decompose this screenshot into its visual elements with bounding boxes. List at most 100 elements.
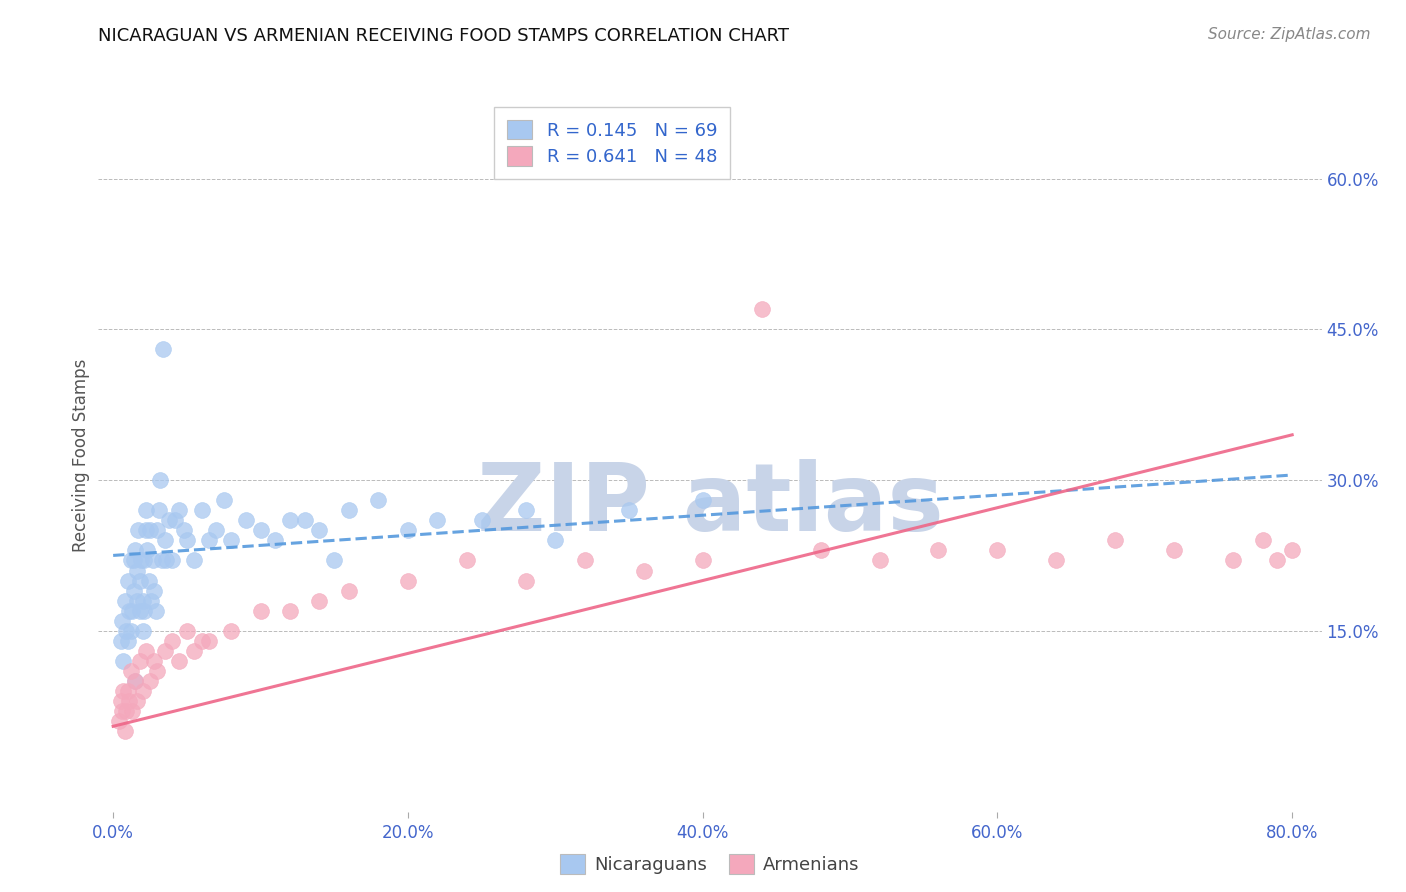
Point — [1163, 543, 1185, 558]
Point — [146, 664, 169, 678]
Point — [132, 604, 155, 618]
Point — [471, 513, 494, 527]
Point — [141, 593, 163, 607]
Point — [396, 574, 419, 588]
Point — [169, 654, 191, 668]
Point — [118, 694, 141, 708]
Point — [124, 543, 146, 558]
Point — [617, 503, 640, 517]
Point — [308, 593, 330, 607]
Point — [249, 524, 271, 538]
Point — [117, 633, 139, 648]
Point — [155, 553, 177, 567]
Point — [219, 624, 242, 638]
Point — [751, 302, 773, 317]
Point — [143, 583, 166, 598]
Point — [367, 493, 389, 508]
Point — [114, 724, 136, 739]
Point — [125, 694, 148, 708]
Point — [121, 704, 143, 718]
Y-axis label: Receiving Food Stamps: Receiving Food Stamps — [72, 359, 90, 551]
Point — [1104, 533, 1126, 548]
Point — [456, 553, 478, 567]
Point — [927, 543, 949, 558]
Point — [160, 633, 183, 648]
Point — [169, 503, 191, 517]
Point — [426, 513, 449, 527]
Point — [1045, 553, 1067, 567]
Point — [692, 493, 714, 508]
Legend: Nicaraguans, Armenians: Nicaraguans, Armenians — [553, 847, 868, 881]
Point — [132, 553, 155, 567]
Point — [176, 533, 198, 548]
Point — [153, 644, 176, 658]
Point — [544, 533, 567, 548]
Point — [198, 633, 221, 648]
Point — [131, 624, 153, 638]
Point — [183, 644, 205, 658]
Point — [1251, 533, 1274, 548]
Point — [128, 574, 150, 588]
Point — [150, 553, 173, 567]
Point — [131, 684, 153, 698]
Point — [153, 533, 176, 548]
Point — [198, 533, 221, 548]
Point — [152, 343, 174, 357]
Point — [129, 553, 152, 567]
Point — [131, 593, 153, 607]
Point — [692, 553, 714, 567]
Point — [212, 493, 235, 508]
Point — [183, 553, 205, 567]
Point — [515, 503, 537, 517]
Text: NICARAGUAN VS ARMENIAN RECEIVING FOOD STAMPS CORRELATION CHART: NICARAGUAN VS ARMENIAN RECEIVING FOOD ST… — [98, 27, 789, 45]
Text: Source: ZipAtlas.com: Source: ZipAtlas.com — [1208, 27, 1371, 42]
Point — [120, 624, 142, 638]
Point — [122, 583, 145, 598]
Point — [111, 704, 134, 718]
Point — [138, 574, 160, 588]
Point — [337, 503, 360, 517]
Point — [115, 624, 138, 638]
Point — [139, 674, 162, 689]
Point — [125, 593, 148, 607]
Point — [157, 513, 180, 527]
Point — [148, 503, 170, 517]
Point — [190, 633, 212, 648]
Point — [308, 524, 330, 538]
Point — [142, 553, 165, 567]
Point — [278, 513, 301, 527]
Point — [146, 524, 169, 538]
Point — [165, 513, 187, 527]
Text: ZIP atlas: ZIP atlas — [477, 458, 943, 551]
Point — [125, 564, 148, 578]
Point — [121, 604, 143, 618]
Point — [108, 714, 131, 729]
Point — [117, 574, 139, 588]
Point — [869, 553, 891, 567]
Point — [294, 513, 316, 527]
Point — [264, 533, 287, 548]
Point — [117, 684, 139, 698]
Point — [1267, 553, 1289, 567]
Point — [118, 604, 141, 618]
Point — [135, 524, 157, 538]
Point — [136, 543, 159, 558]
Point — [515, 574, 537, 588]
Point — [1222, 553, 1244, 567]
Point — [986, 543, 1008, 558]
Point — [124, 674, 146, 689]
Point — [1281, 543, 1303, 558]
Point — [110, 694, 132, 708]
Point — [135, 503, 157, 517]
Point — [110, 633, 132, 648]
Point — [219, 533, 242, 548]
Point — [120, 664, 142, 678]
Point — [574, 553, 596, 567]
Point — [810, 543, 832, 558]
Point — [173, 524, 195, 538]
Point — [160, 553, 183, 567]
Point — [278, 604, 301, 618]
Point — [135, 644, 157, 658]
Point — [235, 513, 257, 527]
Point — [176, 624, 198, 638]
